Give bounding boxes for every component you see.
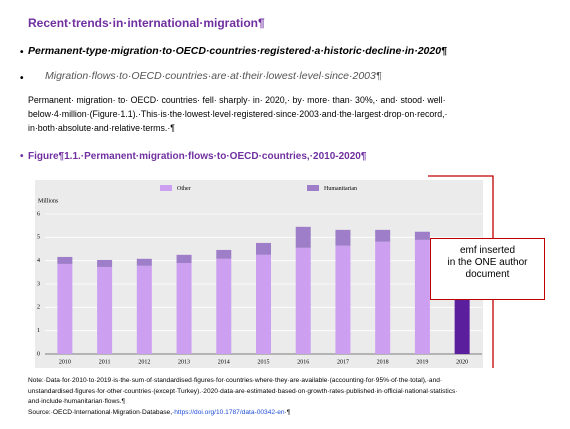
bar-segment — [375, 229, 391, 242]
x-tick-label: 2017 — [337, 359, 349, 365]
y-tick-label: 2 — [37, 305, 40, 311]
legend-label: Other — [177, 186, 191, 192]
note-line: Note:·Data·for·2010·to·2019·is·the·sum·o… — [28, 377, 443, 384]
bar-segment — [176, 263, 192, 354]
comment-line: emf inserted — [459, 245, 516, 256]
y-tick-label: 3 — [37, 281, 40, 287]
y-axis-label: Millions — [38, 198, 59, 204]
bar-segment — [176, 254, 192, 263]
y-tick-label: 0 — [37, 351, 40, 357]
bar-segment — [295, 226, 311, 248]
bar-segment — [97, 259, 113, 267]
x-tick-label: 2013 — [178, 359, 190, 365]
bar-segment — [57, 263, 73, 354]
bar-segment — [256, 254, 271, 354]
paragraph-line: in·both·absolute·and·relative·terms.·¶ — [28, 123, 175, 133]
x-tick-label: 2014 — [218, 359, 230, 365]
bar-segment — [216, 258, 232, 354]
source-text: Source:·OECD·International·Migration·Dat… — [28, 409, 175, 416]
comment-bracket — [428, 175, 494, 368]
note-line: unstandardised·figures·for·other·countri… — [28, 388, 458, 395]
bar-segment — [216, 249, 232, 259]
bar-segment — [136, 265, 152, 354]
x-tick-label: 2012 — [138, 359, 150, 365]
bar-segment — [414, 231, 430, 240]
bar-segment — [136, 258, 152, 266]
legend-swatch — [160, 185, 172, 191]
x-tick-label: 2020 — [456, 359, 468, 365]
x-tick-label: 2018 — [377, 359, 389, 365]
y-tick-label: 6 — [37, 211, 40, 217]
y-tick-label: 4 — [37, 258, 40, 264]
bar-segment — [97, 266, 113, 354]
source-text: ·¶ — [284, 409, 291, 416]
bullet-text: Migration·flows·to·OECD·countries·are·at… — [45, 70, 382, 82]
source: Source:·OECD·International·Migration·Dat… — [28, 409, 290, 416]
x-tick-label: 2015 — [258, 359, 270, 365]
bar-segment — [335, 229, 351, 246]
bar-segment — [375, 241, 391, 354]
bullet: • — [20, 47, 24, 58]
source-link[interactable]: https://doi.org/10.1787/data-00342-en — [174, 409, 285, 416]
paragraph-line: below·4·million·(Figure·1.1).·This·is·th… — [28, 109, 448, 119]
note-line: and·include·humanitarian·flows.¶ — [28, 398, 126, 405]
x-tick-label: 2011 — [99, 359, 111, 365]
paragraph-line: Permanent· migration· to· OECD· countrie… — [28, 95, 446, 105]
heading: Recent·trends·in·international·migration… — [28, 16, 265, 30]
legend-swatch — [307, 185, 319, 191]
bar-segment — [335, 245, 351, 354]
comment-line: in the ONE author — [447, 257, 528, 268]
bar-segment — [295, 247, 311, 354]
y-tick-label: 5 — [37, 235, 40, 241]
x-tick-label: 2019 — [416, 359, 428, 365]
legend-label: Humanitarian — [324, 186, 357, 192]
comment-box: emf inserted in the ONE author document — [430, 238, 545, 300]
bar-segment — [414, 239, 430, 354]
comment-line: document — [465, 269, 510, 280]
x-tick-label: 2010 — [59, 359, 71, 365]
bullet-text: Permanent-type·migration·to·OECD·countri… — [28, 45, 447, 57]
bar-segment — [57, 256, 73, 264]
bullet: • — [20, 151, 24, 162]
bar-segment — [256, 242, 271, 255]
y-tick-label: 1 — [37, 328, 40, 334]
figure-title: Figure¶1.1.·Permanent·migration·flows·to… — [28, 151, 367, 162]
x-tick-label: 2016 — [297, 359, 309, 365]
bullet: • — [20, 73, 24, 84]
